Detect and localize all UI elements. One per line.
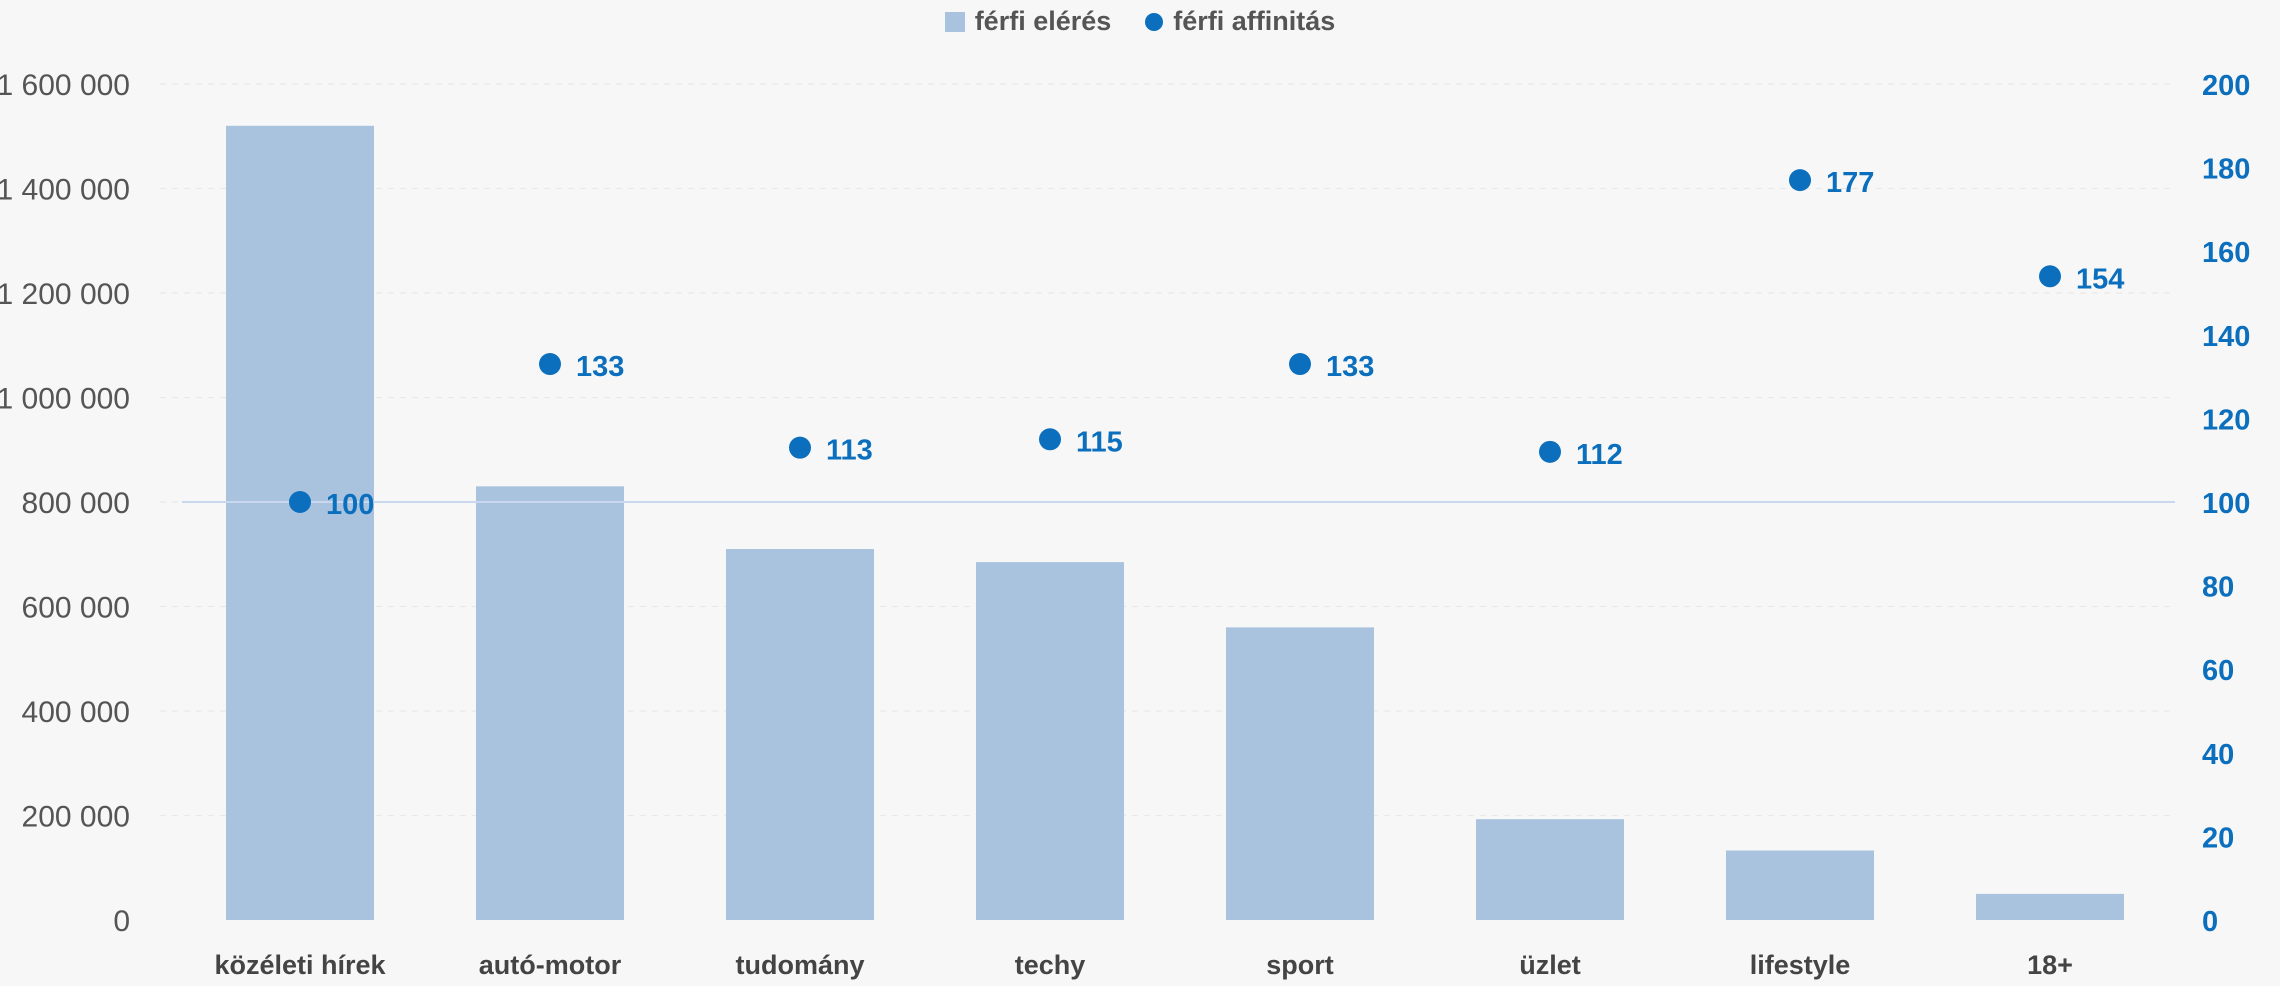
bar (476, 486, 624, 920)
right-tick-label: 120 (2202, 404, 2250, 436)
right-tick-label: 20 (2202, 822, 2234, 854)
affinity-point (2039, 265, 2061, 288)
right-tick-label: 160 (2202, 237, 2250, 269)
affinity-data-label: 154 (2076, 263, 2124, 295)
affinity-data-label: 112 (1576, 439, 1623, 471)
affinity-data-label: 113 (826, 435, 873, 467)
left-tick-label: 0 (113, 905, 130, 938)
legend-item-bar: férfi elérés (944, 6, 1112, 37)
affinity-data-label: 100 (326, 489, 374, 521)
category-label: sport (1266, 950, 1334, 980)
right-axis: 0 20 40 60 80 100 120 140 160 180 200 (2202, 70, 2250, 938)
bar (1476, 819, 1624, 920)
left-tick-label: 600 000 (22, 592, 130, 625)
left-tick-label: 200 000 (22, 801, 130, 834)
left-tick-label: 400 000 (22, 696, 130, 729)
affinity-data-label: 133 (576, 351, 624, 383)
left-tick-label: 800 000 (22, 487, 130, 520)
left-tick-label: 1 000 000 (0, 383, 130, 416)
right-tick-label: 180 (2202, 154, 2250, 186)
left-tick-label: 1 200 000 (0, 278, 130, 311)
category-label: lifestyle (1750, 950, 1851, 980)
x-axis: közéleti hírek autó-motor tudomány techy spo… (214, 950, 2072, 980)
left-axis: 0 200 000 400 000 600 000 800 000 1 000 000 1 … (0, 69, 130, 938)
category-label: techy (1015, 950, 1086, 980)
legend-item-dot: férfi affinitás (1145, 6, 1335, 37)
right-tick-label: 100 (2202, 488, 2250, 520)
right-tick-label: 60 (2202, 655, 2234, 687)
affinity-point (1039, 428, 1061, 451)
affinity-data-label: 177 (1826, 167, 1874, 199)
bar (226, 125, 374, 921)
legend: férfi elérés férfi affinitás (0, 6, 2280, 37)
bar (726, 549, 874, 920)
category-label: 18+ (2027, 950, 2073, 980)
category-label: autó-motor (479, 950, 622, 980)
category-label: közéleti hírek (214, 950, 386, 980)
legend-bar-swatch (944, 11, 965, 32)
left-tick-label: 1 400 000 (0, 174, 130, 207)
right-tick-label: 80 (2202, 572, 2234, 604)
bar (1976, 893, 2124, 920)
affinity-data-label: 115 (1076, 426, 1123, 458)
affinity-point (289, 491, 311, 513)
right-tick-label: 40 (2202, 739, 2234, 771)
legend-dot-swatch (1145, 12, 1164, 31)
affinity-data-label: 133 (1326, 351, 1374, 383)
affinity-point (789, 436, 811, 459)
affinity-point (1289, 353, 1311, 376)
right-tick-label: 0 (2202, 906, 2218, 938)
legend-bar-label: férfi elérés (974, 6, 1112, 36)
right-tick-label: 140 (2202, 321, 2250, 353)
affinity-point (1539, 440, 1561, 463)
affinity-point (1789, 169, 1811, 192)
dot-series: 100 133 113 115 133 112 177 154 (289, 167, 2124, 521)
bar (1726, 850, 1874, 920)
category-label: tudomány (735, 950, 864, 980)
bar (1226, 627, 1374, 920)
right-tick-label: 200 (2202, 70, 2250, 102)
left-tick-label: 1 600 000 (0, 69, 130, 102)
category-label: üzlet (1519, 950, 1581, 980)
affinity-point (539, 353, 561, 376)
bar-series (226, 125, 2124, 921)
bar (976, 562, 1124, 920)
legend-dot-label: férfi affinitás (1173, 6, 1336, 36)
